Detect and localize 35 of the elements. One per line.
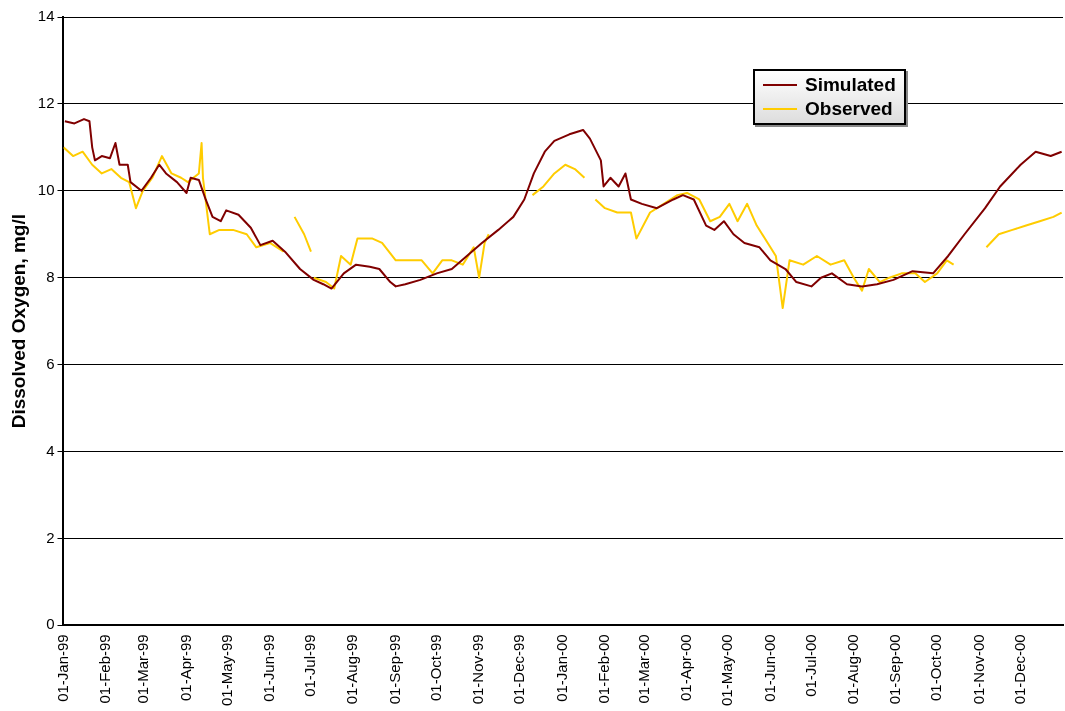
y-axis-title: Dissolved Oxygen, mg/l — [7, 213, 29, 429]
x-tick-label: 01-Oct-99 — [426, 634, 444, 702]
y-tick-label: 8 — [46, 267, 55, 285]
x-tick-label: 01-Aug-99 — [343, 634, 361, 705]
y-tick-label: 0 — [46, 615, 55, 633]
x-tick-label: 01-Feb-99 — [96, 634, 114, 704]
x-tick-label: 01-May-00 — [718, 634, 736, 707]
legend-label: Observed — [805, 98, 893, 120]
x-tick-label: 01-Apr-99 — [176, 634, 194, 702]
x-tick-label: 01-Sep-99 — [385, 634, 403, 705]
y-tick-label: 14 — [37, 7, 55, 25]
y-tick-label: 2 — [46, 528, 55, 546]
x-tick-label: 01-Mar-00 — [634, 634, 652, 704]
y-tick-label: 10 — [37, 180, 55, 198]
x-tick-label: 01-Oct-00 — [927, 634, 945, 702]
legend-label: Simulated — [805, 74, 896, 96]
x-tick-label: 01-Dec-00 — [1010, 634, 1028, 705]
x-tick-label: 01-Jul-00 — [801, 634, 819, 697]
x-tick-label: 01-Jul-99 — [301, 634, 319, 697]
y-tick-label: 12 — [37, 94, 55, 112]
y-tick-label: 4 — [46, 441, 55, 459]
x-tick-label: 01-Nov-99 — [469, 634, 487, 705]
y-tick-label: 6 — [46, 354, 55, 372]
x-tick-label: 01-Jan-00 — [552, 634, 570, 702]
x-tick-label: 01-Mar-99 — [134, 634, 152, 704]
x-tick-label: 01-Jun-00 — [760, 634, 778, 702]
x-tick-label: 01-Jun-99 — [260, 634, 278, 702]
x-tick-label: 01-Jan-99 — [53, 634, 71, 702]
x-tick-label: 01-Feb-00 — [595, 634, 613, 704]
x-tick-label: 01-Aug-00 — [843, 634, 861, 705]
x-tick-label: 01-Nov-00 — [969, 634, 987, 705]
x-tick-label: 01-Apr-00 — [677, 634, 695, 702]
x-tick-label: 01-May-99 — [217, 634, 235, 707]
x-tick-label: 01-Dec-99 — [510, 634, 528, 705]
x-tick-label: 01-Sep-00 — [886, 634, 904, 705]
